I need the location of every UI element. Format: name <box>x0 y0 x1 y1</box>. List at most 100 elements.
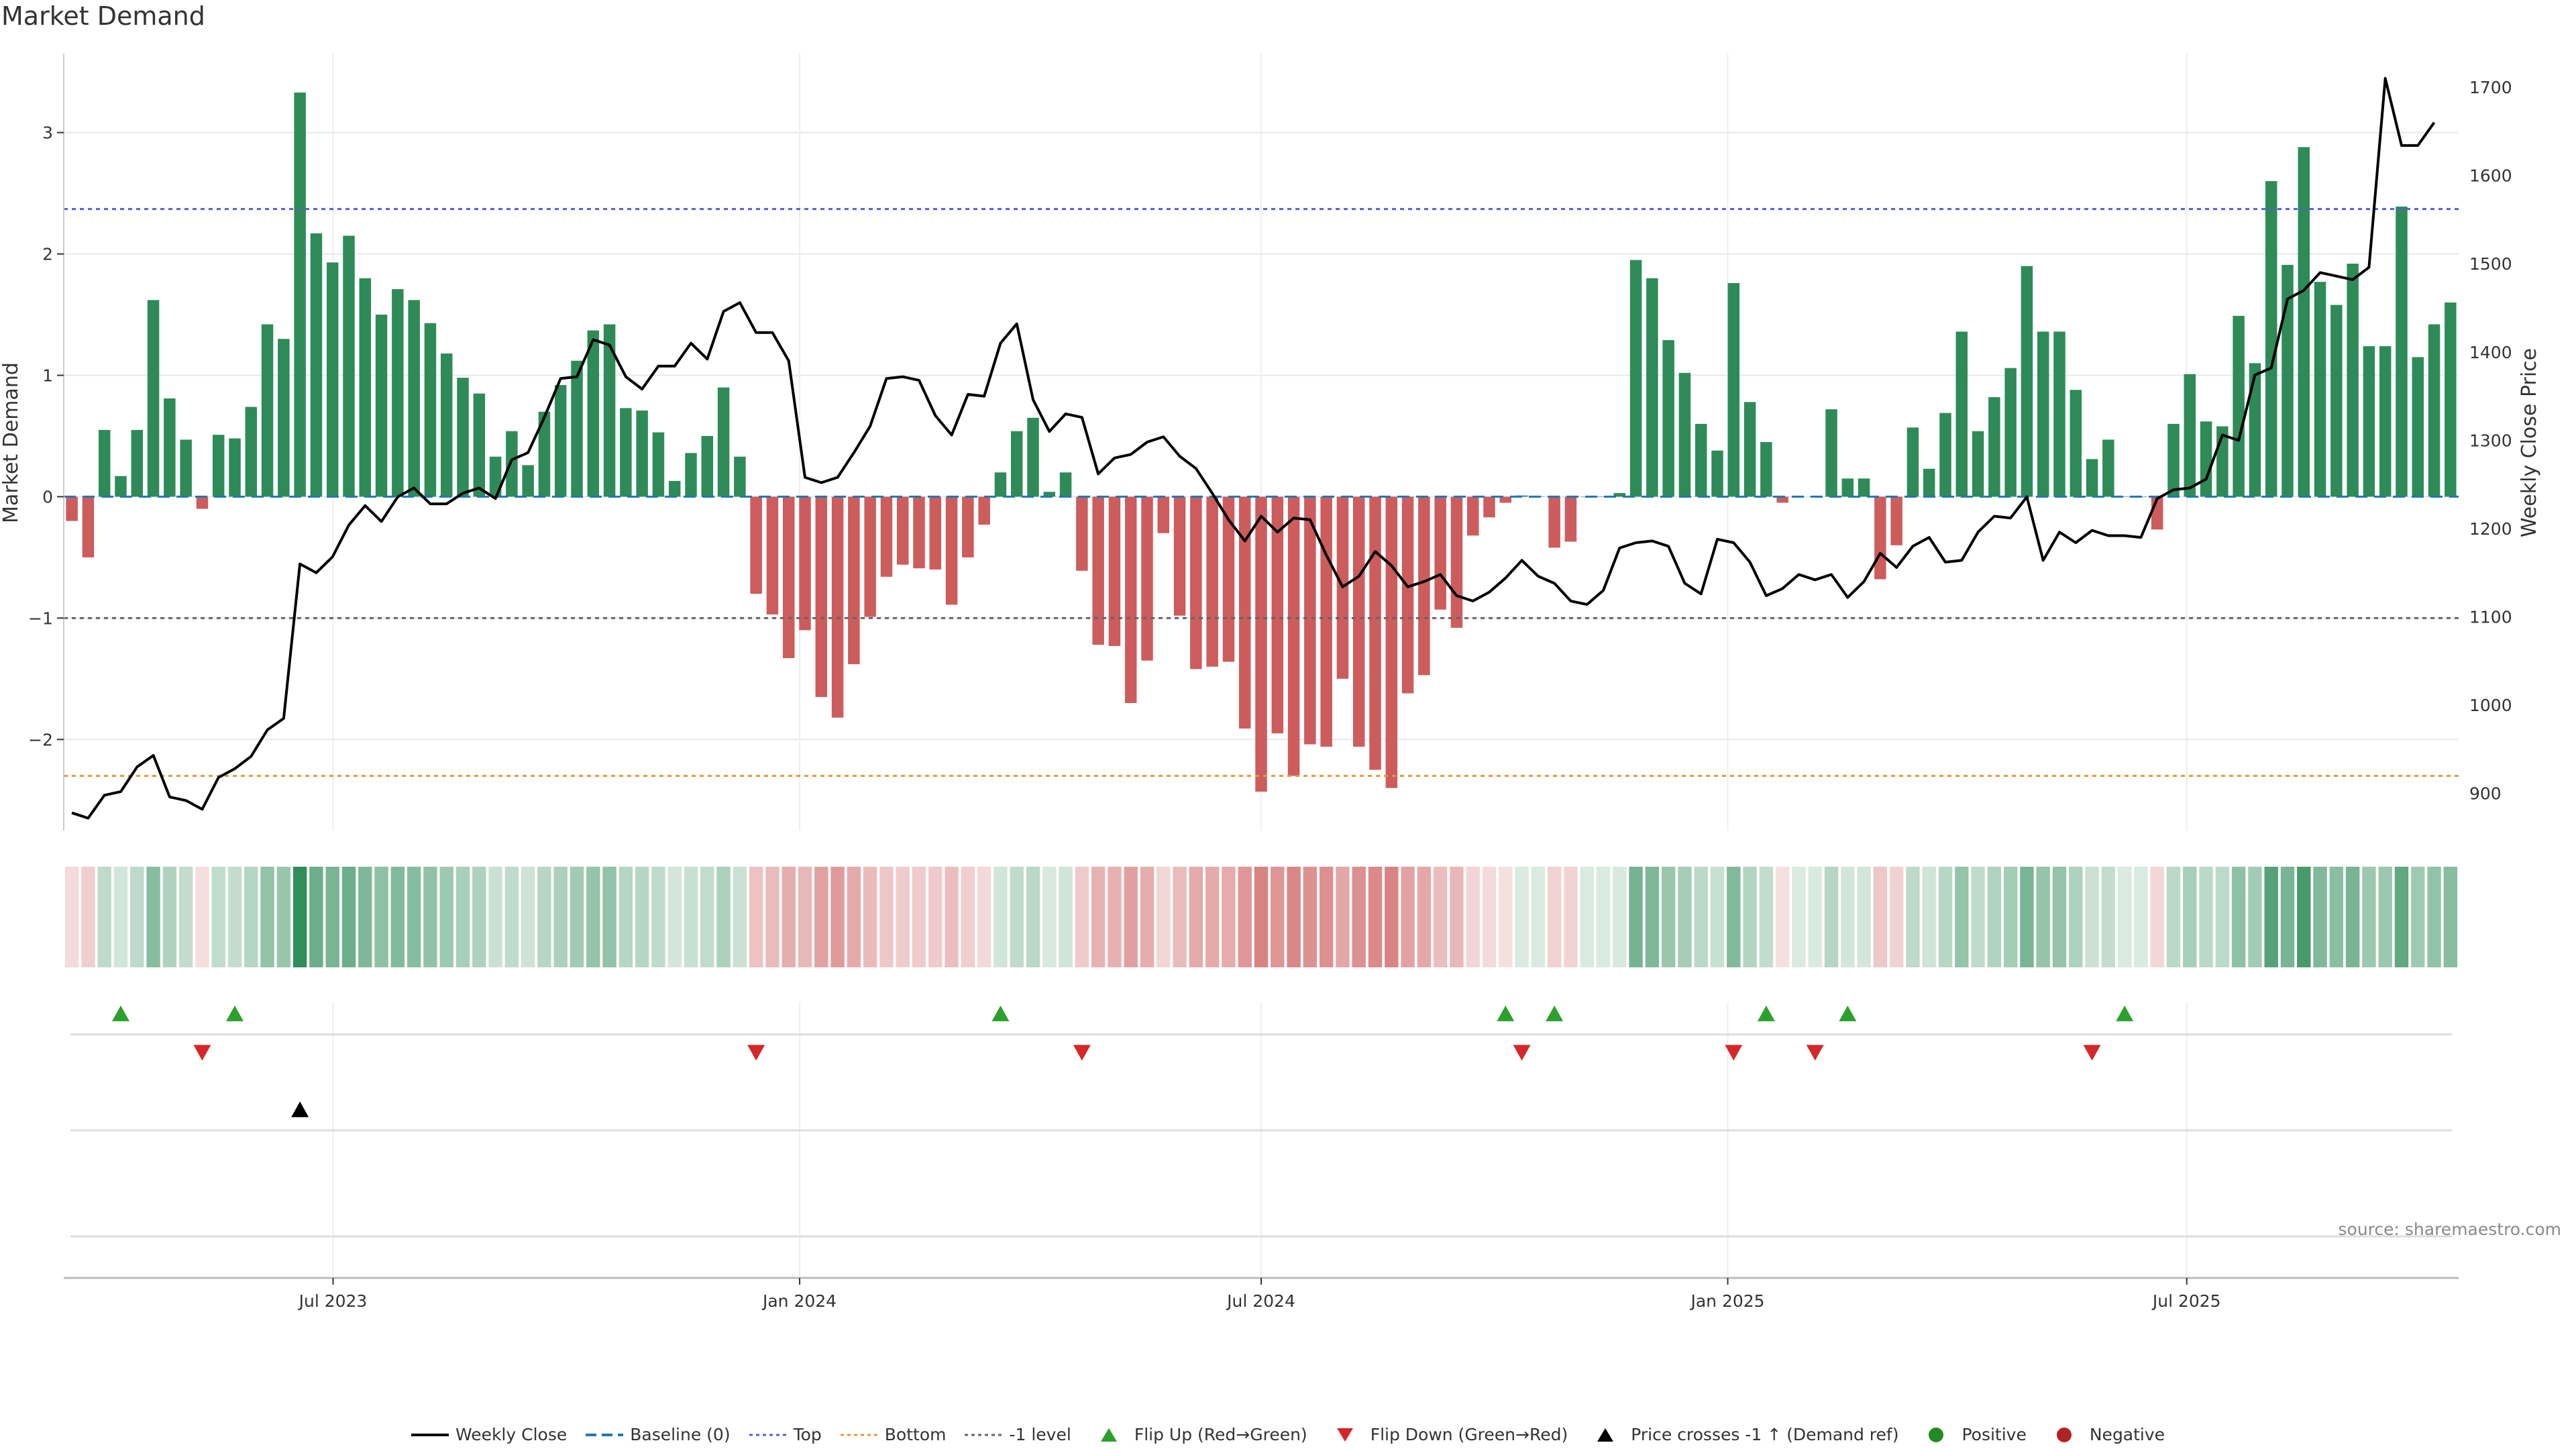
heat-cell <box>1694 867 1708 967</box>
heat-cell <box>847 867 861 967</box>
flip-up-marker <box>1546 1006 1564 1022</box>
demand-bar <box>538 411 551 497</box>
heat-cell <box>537 867 551 967</box>
heat-cell <box>863 867 877 967</box>
demand-bar <box>245 407 258 497</box>
heat-cell <box>488 867 502 967</box>
heat-cell <box>635 867 649 967</box>
heat-cell <box>2231 867 2246 967</box>
demand-bar <box>1939 413 1951 497</box>
heat-cell <box>2297 867 2311 967</box>
legend-item: Weekly Close <box>411 1425 567 1444</box>
demand-bar <box>1287 496 1300 776</box>
demand-bar <box>489 456 502 497</box>
flip-up-marker <box>226 1006 244 1022</box>
heat-cell <box>879 867 894 967</box>
heat-cell <box>961 867 975 967</box>
demand-bar <box>2200 421 2212 497</box>
demand-bar <box>1206 496 1218 667</box>
y2-axis-title: Weekly Close Price <box>2518 348 2541 537</box>
flip-down-marker <box>1073 1044 1091 1061</box>
weekly-close-line <box>71 76 2436 820</box>
legend-item: Baseline (0) <box>586 1425 731 1444</box>
x-tick-label: Jul 2024 <box>1226 1291 1295 1311</box>
heat-cell <box>1075 867 1089 967</box>
heat-cell <box>2280 867 2295 967</box>
heat-cell <box>1466 867 1480 967</box>
heat-cell <box>1433 867 1448 967</box>
x-tick-label: Jul 2025 <box>2151 1291 2221 1311</box>
y2-tick-label: 1100 <box>2469 608 2512 627</box>
demand-bar <box>1890 496 1902 545</box>
heat-cell <box>2215 867 2230 967</box>
flip-down-marker <box>1513 1044 1531 1061</box>
flip-up-marker <box>112 1006 129 1022</box>
demand-bar <box>994 472 1007 497</box>
y2-tick-label: 900 <box>2469 784 2502 804</box>
y-tick-label: 2 <box>42 245 53 264</box>
demand-bar <box>294 92 306 497</box>
demand-bar <box>2412 357 2424 497</box>
demand-bar <box>522 465 534 497</box>
demand-bar <box>848 496 860 665</box>
heat-cell <box>765 867 780 967</box>
heat-cell <box>1368 867 1383 967</box>
heat-cell <box>602 867 616 967</box>
demand-bar <box>620 408 632 497</box>
demand-bar <box>1629 260 1642 497</box>
x-tick-label: Jan 2025 <box>1689 1291 1764 1311</box>
heat-cell <box>2362 867 2376 967</box>
heat-cell <box>2378 867 2392 967</box>
demand-bar <box>2102 439 2114 497</box>
legend-item: Positive <box>1917 1425 2027 1444</box>
demand-bar <box>1450 496 1463 628</box>
demand-bar <box>1401 496 1414 694</box>
reference-lines <box>64 208 2459 777</box>
heat-cell <box>374 867 388 967</box>
demand-bar <box>326 262 339 497</box>
heat-cell <box>830 867 845 967</box>
heat-cell <box>945 867 959 967</box>
heat-cell <box>1547 867 1562 967</box>
heat-cell <box>162 867 177 967</box>
demand-bar <box>1141 496 1153 661</box>
demand-bar <box>1646 278 1658 497</box>
demand-bar <box>1271 496 1284 734</box>
demand-bar <box>1760 442 1772 497</box>
heat-cell <box>2069 867 2083 967</box>
y2-tick-label: 1200 <box>2469 519 2512 539</box>
demand-bar <box>1027 417 1039 497</box>
demand-bar <box>1173 496 1186 616</box>
heat-cell <box>341 867 356 967</box>
heat-cell <box>178 867 193 967</box>
heat-cell <box>619 867 633 967</box>
demand-bar <box>1385 496 1398 788</box>
heat-cell <box>2329 867 2344 967</box>
demand-bar <box>2314 282 2326 497</box>
heat-cell <box>1124 867 1138 967</box>
legend-item: Negative <box>2045 1425 2165 1444</box>
y2-tick-label: 1700 <box>2469 78 2512 97</box>
demand-bar <box>1841 478 1854 497</box>
demand-bar <box>2118 496 2131 497</box>
heat-cell <box>1824 867 1839 967</box>
legend-item: Top <box>749 1425 822 1444</box>
heat-cell <box>1108 867 1122 967</box>
heat-cell <box>1889 867 1904 967</box>
demand-bar <box>815 496 828 697</box>
legend-item: Flip Up (Red→Green) <box>1090 1425 1307 1444</box>
heat-cell <box>667 867 682 967</box>
demand-bar <box>799 496 811 631</box>
heat-cell <box>1352 867 1366 967</box>
heat-cell <box>1808 867 1822 967</box>
heat-cell <box>2003 867 2018 967</box>
demand-bars <box>66 92 2457 792</box>
demand-bar <box>1418 496 1430 676</box>
demand-bar <box>506 431 518 497</box>
heat-cell <box>1303 867 1318 967</box>
y-tick-label: 1 <box>42 366 53 385</box>
heat-cell <box>1580 867 1594 967</box>
x-tick-label: Jan 2024 <box>761 1291 837 1311</box>
y2-tick-label: 1400 <box>2469 343 2512 362</box>
heat-cell <box>439 867 453 967</box>
